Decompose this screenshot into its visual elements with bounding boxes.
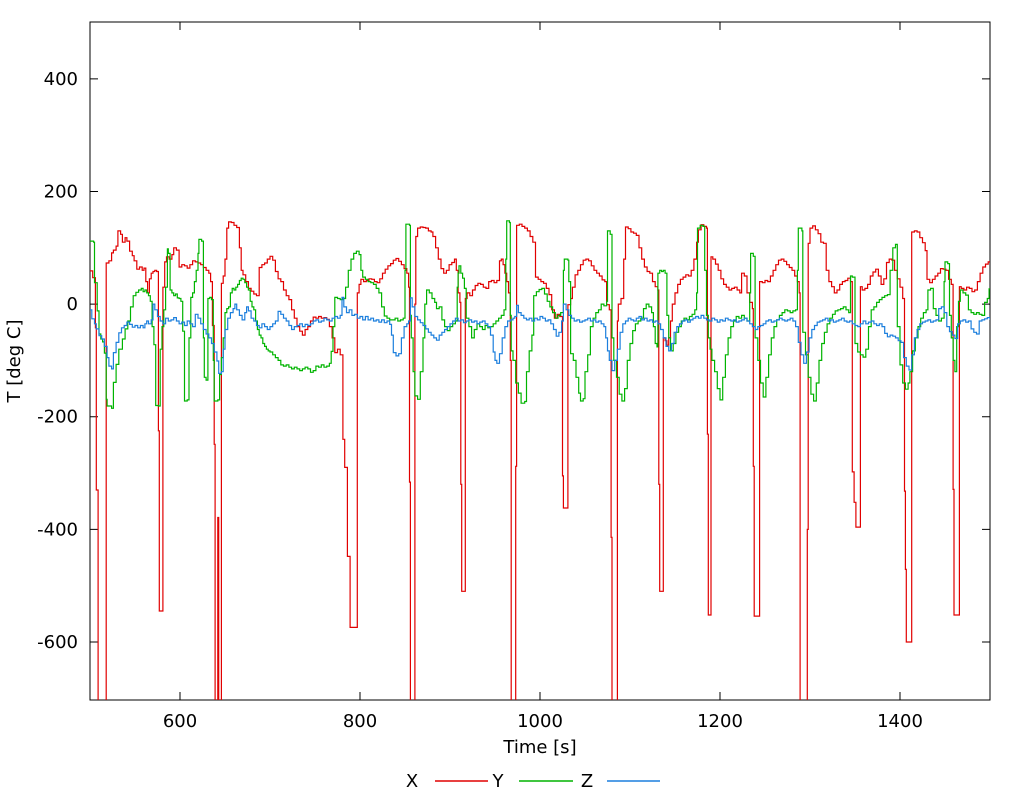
y-tick-label: -400	[37, 519, 78, 540]
legend-label-z: Z	[581, 771, 593, 792]
x-tick-label: 1200	[697, 711, 743, 732]
y-tick-label: -200	[37, 407, 78, 428]
y-tick-label: 200	[44, 182, 78, 203]
x-tick-label: 1000	[517, 711, 563, 732]
legend-label-x: X	[406, 771, 418, 792]
plot-area: 600 800 1000 1200 1400 400 200 0 -200 -400 -600	[37, 21, 991, 732]
x-axis-label: Time [s]	[502, 737, 576, 758]
plot-border	[89, 21, 991, 701]
y-axis-label: T [deg C]	[4, 320, 25, 404]
y-tick-label: 0	[67, 294, 78, 315]
x-tick-label: 600	[163, 711, 197, 732]
y-tick-label: 400	[44, 69, 78, 90]
x-tick-label: 800	[343, 711, 377, 732]
series-line-z	[90, 296, 990, 374]
series-line-x	[90, 221, 990, 700]
legend: X Y Z	[406, 771, 660, 792]
y-tick-label: -600	[37, 632, 78, 653]
legend-label-y: Y	[492, 771, 505, 792]
x-tick-label: 1400	[877, 711, 923, 732]
series-line-y	[90, 220, 990, 409]
